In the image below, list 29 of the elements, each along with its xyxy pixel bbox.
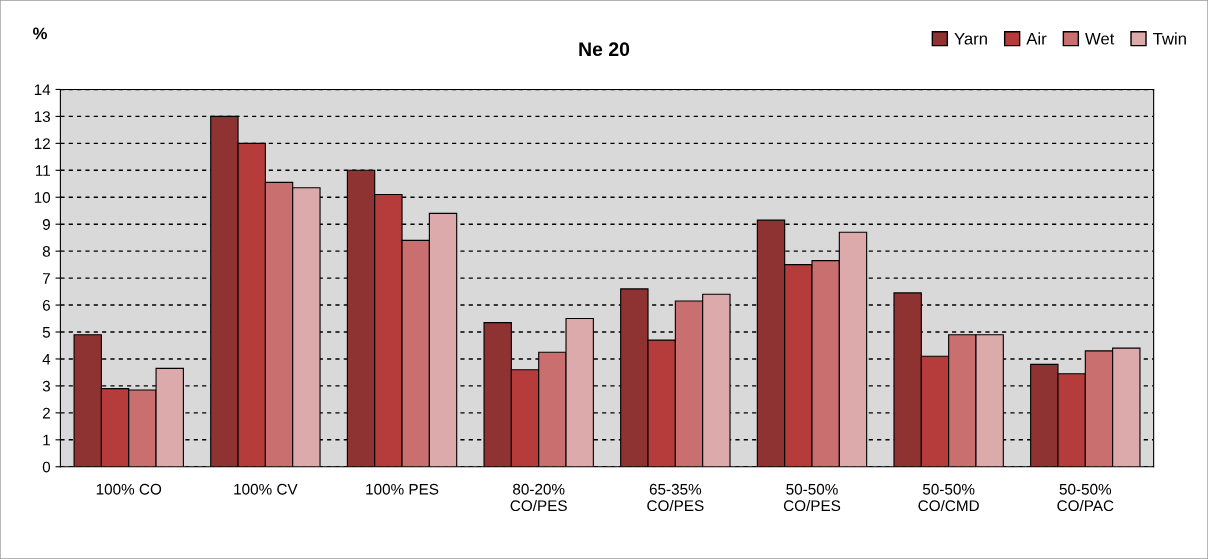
legend-label: Wet <box>1085 32 1115 45</box>
y-tick-label: 6 <box>42 299 51 311</box>
x-tick-label: 100% CV <box>234 483 298 495</box>
x-tick-label: 100% CO <box>96 483 162 495</box>
y-tick-label: 11 <box>35 165 50 176</box>
y-tick-label: 8 <box>42 246 51 257</box>
y-tick-label: 12 <box>34 138 50 149</box>
y-tick-label: 10 <box>34 192 51 203</box>
y-tick-label: 9 <box>42 219 50 230</box>
x-tick-label: 80-20% CO/PES <box>510 483 567 512</box>
y-tick-label: 7 <box>42 273 50 284</box>
y-tick-label: 1 <box>43 434 50 446</box>
y-tick-label: 5 <box>42 327 51 338</box>
legend-label: Twin <box>1153 32 1186 45</box>
y-tick-label: 2 <box>42 407 50 419</box>
x-tick-label: 65-35% CO/PES <box>647 483 704 512</box>
x-tick-label: 50-50% CO/PES <box>783 483 841 512</box>
x-tick-label: 50-50% CO/CMD <box>918 483 979 512</box>
legend-label: Air <box>1026 32 1047 45</box>
y-tick-label: 3 <box>42 380 51 392</box>
y-axis-title: % <box>33 27 47 40</box>
y-tick-label: 0 <box>42 461 51 473</box>
y-tick-label: 13 <box>34 111 51 123</box>
y-tick-label: 14 <box>34 84 51 95</box>
x-tick-label: 100% PES <box>366 483 439 495</box>
x-tick-label: 50-50% CO/PAC <box>1057 483 1114 512</box>
legend-label: Yarn <box>954 32 987 45</box>
y-tick-label: 4 <box>42 353 51 365</box>
chart-title: Ne 20 <box>579 42 630 57</box>
